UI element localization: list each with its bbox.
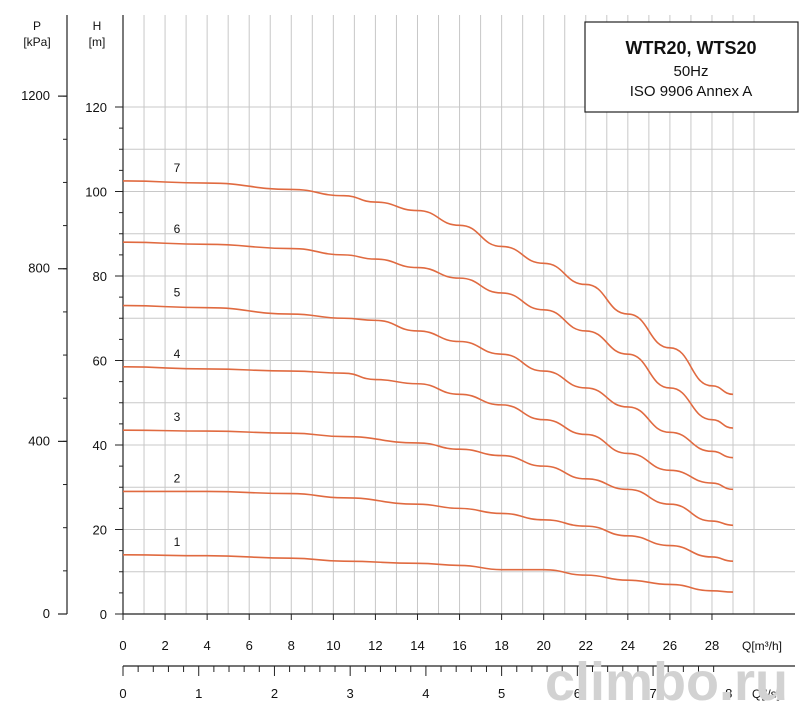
h-tick-label: 40 bbox=[93, 438, 107, 453]
q-m3h-tick-label: 6 bbox=[246, 638, 253, 653]
curve-label-4: 4 bbox=[174, 347, 181, 361]
curve-2 bbox=[122, 490, 734, 562]
q-ls-tick-label: 1 bbox=[195, 686, 202, 701]
q-m3h-tick-label: 2 bbox=[161, 638, 168, 653]
curve-label-1: 1 bbox=[174, 535, 181, 549]
curve-label-5: 5 bbox=[174, 286, 181, 300]
p-tick-label: 400 bbox=[28, 433, 50, 448]
q-ls-tick-label: 3 bbox=[347, 686, 354, 701]
q-m3h-tick-label: 14 bbox=[410, 638, 424, 653]
q-m3h-tick-label: 18 bbox=[494, 638, 508, 653]
q-m3h-tick-label: 4 bbox=[204, 638, 211, 653]
title-standard: ISO 9906 Annex A bbox=[630, 83, 753, 100]
p-axis-symbol: P bbox=[33, 19, 41, 33]
curve-label-2: 2 bbox=[174, 471, 181, 485]
h-tick-label: 60 bbox=[93, 354, 107, 369]
q-ls-tick-label: 0 bbox=[119, 686, 126, 701]
q-m3h-tick-label: 12 bbox=[368, 638, 382, 653]
q-ls-tick-label: 8 bbox=[725, 686, 732, 701]
q-ls-tick-label: 7 bbox=[649, 686, 656, 701]
q-m3h-tick-label: 28 bbox=[705, 638, 719, 653]
h-tick-label: 100 bbox=[85, 185, 107, 200]
title-frequency: 50Hz bbox=[673, 63, 708, 80]
title-model: WTR20, WTS20 bbox=[625, 38, 756, 58]
h-axis-symbol: H bbox=[93, 19, 102, 33]
h-tick-label: 0 bbox=[100, 607, 107, 622]
curve-label-7: 7 bbox=[174, 161, 181, 175]
q-ls-tick-label: 6 bbox=[574, 686, 581, 701]
p-axis-unit: [kPa] bbox=[23, 35, 50, 49]
q-ls-axis-label: Q[l/s] bbox=[752, 687, 780, 701]
q-m3h-tick-label: 10 bbox=[326, 638, 340, 653]
q-ls-tick-label: 2 bbox=[271, 686, 278, 701]
curve-label-6: 6 bbox=[174, 222, 181, 236]
q-m3h-tick-label: 22 bbox=[579, 638, 593, 653]
performance-curves bbox=[122, 180, 734, 593]
title-box: WTR20, WTS20 50Hz ISO 9906 Annex A bbox=[584, 21, 799, 113]
q-ls-tick-label: 5 bbox=[498, 686, 505, 701]
q-m3h-tick-label: 20 bbox=[536, 638, 550, 653]
curve-1 bbox=[122, 554, 734, 593]
q-m3h-tick-label: 16 bbox=[452, 638, 466, 653]
curve-5 bbox=[122, 304, 734, 459]
curve-4 bbox=[122, 366, 734, 491]
q-ls-tick-label: 4 bbox=[422, 686, 429, 701]
curve-7 bbox=[122, 180, 734, 396]
h-axis-unit: [m] bbox=[89, 35, 106, 49]
p-tick-label: 800 bbox=[28, 261, 50, 276]
p-tick-label: 0 bbox=[43, 606, 50, 621]
curve-6 bbox=[122, 241, 734, 429]
q-m3h-axis-label: Q[m³/h] bbox=[742, 639, 782, 653]
axes bbox=[58, 15, 795, 676]
curve-label-3: 3 bbox=[174, 410, 181, 424]
q-m3h-tick-label: 8 bbox=[288, 638, 295, 653]
q-m3h-tick-label: 0 bbox=[119, 638, 126, 653]
q-m3h-tick-label: 24 bbox=[621, 638, 635, 653]
p-tick-label: 1200 bbox=[21, 88, 50, 103]
h-tick-label: 120 bbox=[85, 100, 107, 115]
curve-3 bbox=[122, 429, 734, 527]
h-tick-label: 20 bbox=[93, 523, 107, 538]
h-tick-label: 80 bbox=[93, 269, 107, 284]
watermark: climbo.ru bbox=[545, 652, 788, 709]
q-m3h-tick-label: 26 bbox=[663, 638, 677, 653]
